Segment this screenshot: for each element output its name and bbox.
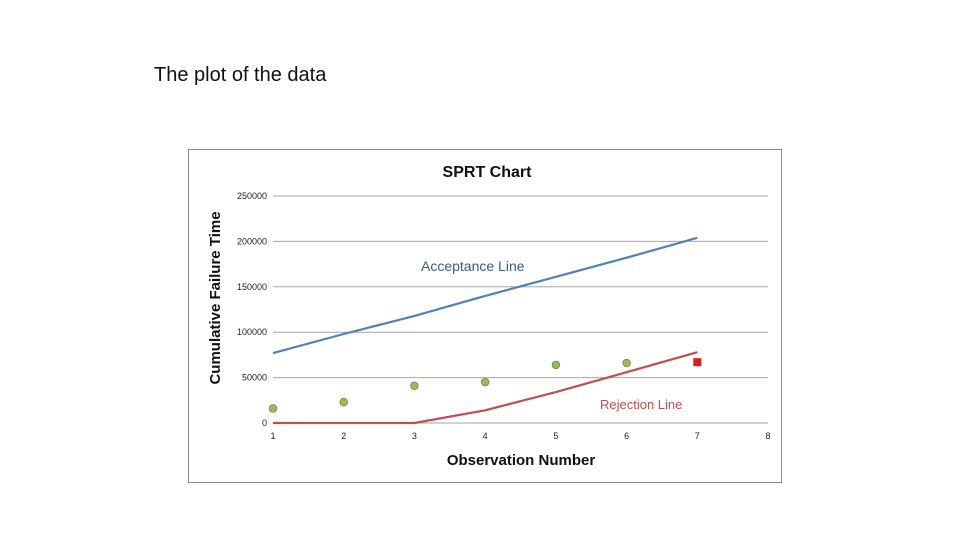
x-tick-label: 8: [765, 431, 770, 441]
y-tick-label: 50000: [242, 373, 267, 383]
y-tick-label: 0: [262, 418, 267, 428]
x-tick-label: 2: [341, 431, 346, 441]
x-tick-label: 7: [695, 431, 700, 441]
x-tick-label: 6: [624, 431, 629, 441]
x-tick-label: 1: [270, 431, 275, 441]
series-line-0: [272, 236, 698, 355]
x-tick-label: 4: [483, 431, 488, 441]
chart-frame: SPRT Chart 0 50000 100000 150000 200000 25000…: [188, 149, 782, 483]
final-point-marker: [693, 358, 702, 367]
series-layer: [268, 236, 702, 425]
acceptance-line-label: Acceptance Line: [421, 258, 525, 274]
y-axis-ticks: 0 50000 100000 150000 200000 250000: [237, 191, 267, 428]
y-tick-label: 250000: [237, 191, 267, 201]
data-point: [551, 360, 561, 370]
chart-title: SPRT Chart: [443, 164, 533, 181]
y-axis-label: Cumulative Failure Time: [207, 211, 224, 384]
x-tick-label: 5: [553, 431, 558, 441]
rejection-line-label: Rejection Line: [600, 397, 682, 412]
series-line-1: [273, 351, 698, 425]
data-point: [410, 381, 419, 390]
x-axis-label: Observation Number: [447, 452, 596, 469]
x-axis-ticks: 1 2 3 4 5 6 7 8: [270, 431, 770, 441]
y-tick-label: 100000: [237, 327, 267, 337]
data-point: [268, 404, 278, 413]
data-point: [339, 397, 348, 407]
gridlines: [273, 195, 768, 424]
data-point: [622, 358, 631, 368]
sprt-chart: SPRT Chart 0 50000 100000 150000 200000 25000…: [207, 164, 771, 469]
data-point: [480, 377, 490, 387]
y-tick-label: 200000: [237, 236, 267, 246]
slide-heading: The plot of the data: [154, 64, 327, 86]
y-tick-label: 150000: [237, 282, 267, 292]
x-tick-label: 3: [412, 431, 417, 441]
